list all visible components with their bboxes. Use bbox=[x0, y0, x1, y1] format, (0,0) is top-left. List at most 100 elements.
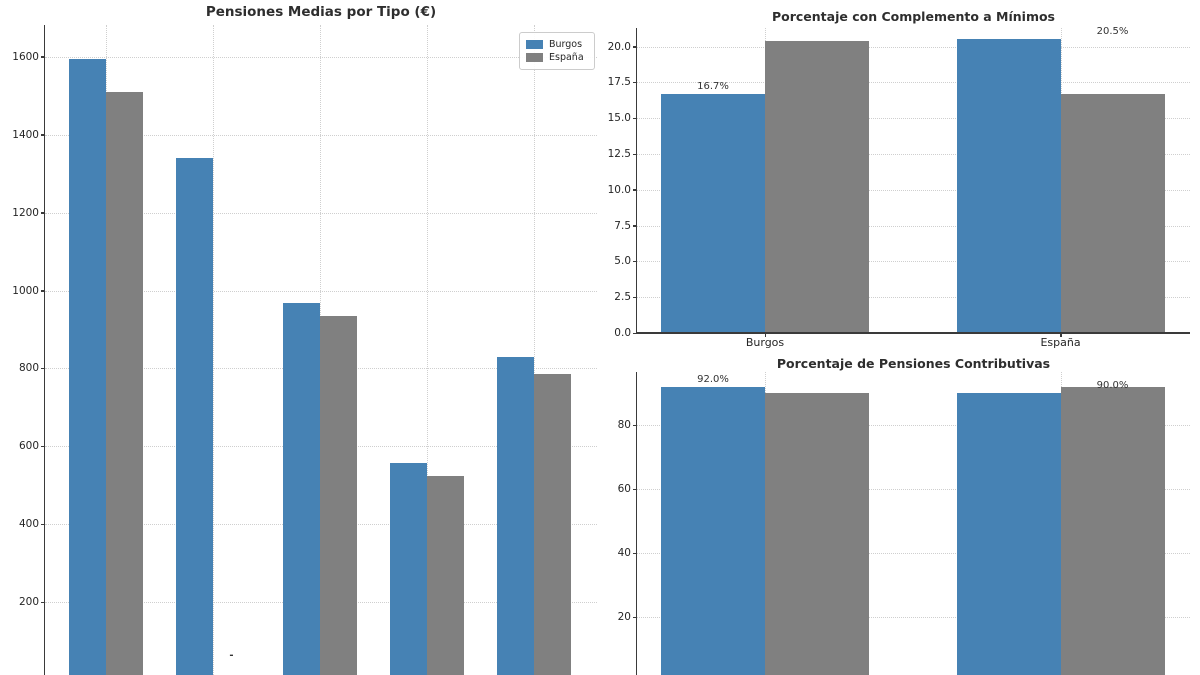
bar-burgos-2 bbox=[283, 303, 320, 675]
bar-españa-1 bbox=[1060, 93, 1165, 333]
y-tick-label: 20.0 bbox=[607, 40, 631, 53]
y-tick-mark bbox=[633, 260, 637, 263]
y-tick-label: 2.5 bbox=[614, 291, 631, 304]
gridline-horizontal bbox=[637, 154, 1190, 155]
bar-burgos-4 bbox=[497, 356, 534, 675]
bar-españa-2 bbox=[320, 315, 357, 675]
y-tick-mark bbox=[41, 290, 45, 292]
bar-españa-4 bbox=[534, 374, 571, 675]
legend-label-espana: España bbox=[549, 51, 584, 63]
bar-burgos-1 bbox=[956, 393, 1061, 675]
gridline-horizontal bbox=[637, 425, 1190, 427]
gridline-horizontal bbox=[637, 617, 1190, 619]
x-tick-label: España bbox=[1040, 336, 1081, 349]
y-tick-mark bbox=[633, 616, 637, 619]
gridline-horizontal bbox=[637, 553, 1190, 555]
y-tick-label: 1200 bbox=[12, 206, 39, 219]
bar-españa-3 bbox=[427, 475, 464, 675]
gridline-horizontal bbox=[637, 46, 1190, 48]
x-tick-mark bbox=[1060, 333, 1062, 337]
gridline-horizontal bbox=[45, 56, 597, 58]
chart-title-complemento-minimos: Porcentaje con Complemento a Mínimos bbox=[771, 9, 1056, 24]
y-tick-mark bbox=[633, 424, 637, 427]
y-tick-mark bbox=[41, 367, 45, 370]
y-tick-label: 10.0 bbox=[607, 183, 631, 196]
bar-burgos-1 bbox=[176, 158, 213, 675]
y-tick-label: 1000 bbox=[12, 284, 39, 297]
bar-españa-0 bbox=[765, 393, 869, 675]
legend-swatch-espana bbox=[526, 53, 543, 62]
y-tick-mark bbox=[633, 189, 637, 191]
legend-item-espana: España bbox=[526, 51, 588, 63]
gridline-horizontal bbox=[45, 290, 597, 292]
legend: Burgos España bbox=[519, 32, 595, 70]
x-axis-spine bbox=[635, 332, 1190, 334]
chart-title-pensiones-contributivas: Porcentaje de Pensiones Contributivas bbox=[776, 356, 1051, 371]
y-tick-mark bbox=[633, 552, 637, 555]
bar-españa-0 bbox=[765, 40, 869, 333]
gridline-horizontal bbox=[637, 189, 1190, 191]
y-tick-mark bbox=[41, 445, 45, 448]
bar-burgos-0 bbox=[661, 386, 765, 675]
y-tick-label: 5.0 bbox=[614, 255, 631, 268]
y-tick-mark bbox=[633, 296, 637, 299]
chart-title-pensiones-medias: Pensiones Medias por Tipo (€) bbox=[205, 4, 437, 20]
bar-españa-0 bbox=[106, 91, 143, 675]
x-tick-mark bbox=[764, 333, 766, 337]
bar-value-label: 92.0% bbox=[697, 373, 729, 385]
y-tick-mark bbox=[633, 332, 637, 334]
y-tick-mark bbox=[633, 153, 637, 155]
bar-burgos-1 bbox=[956, 39, 1061, 333]
gridline-vertical bbox=[534, 25, 535, 675]
legend-swatch-burgos bbox=[526, 40, 543, 49]
y-tick-label: 800 bbox=[18, 362, 39, 375]
bar-value-label: 16.7% bbox=[697, 80, 729, 92]
y-tick-mark bbox=[633, 488, 637, 491]
gridline-horizontal bbox=[637, 118, 1190, 120]
bar-burgos-3 bbox=[390, 462, 427, 675]
y-tick-mark bbox=[41, 601, 45, 604]
bar-burgos-0 bbox=[661, 93, 765, 333]
y-tick-label: 80 bbox=[617, 419, 631, 432]
y-axis-spine bbox=[43, 25, 45, 675]
legend-label-burgos: Burgos bbox=[549, 38, 583, 50]
y-tick-mark bbox=[633, 81, 637, 84]
y-tick-label: 20 bbox=[617, 611, 631, 624]
y-tick-label: 60 bbox=[617, 483, 631, 496]
y-axis-spine bbox=[635, 28, 637, 333]
gridline-horizontal bbox=[45, 212, 597, 214]
y-tick-mark bbox=[633, 46, 637, 48]
y-tick-label: 17.5 bbox=[607, 76, 631, 89]
bar-burgos-0 bbox=[69, 58, 106, 675]
y-tick-label: 400 bbox=[18, 518, 39, 531]
gridline-vertical bbox=[213, 25, 214, 675]
y-tick-mark bbox=[41, 523, 45, 526]
bar-españa-1 bbox=[1060, 386, 1165, 675]
gridline-horizontal bbox=[637, 82, 1190, 84]
y-axis-spine bbox=[635, 372, 637, 675]
y-tick-label: 15.0 bbox=[607, 112, 631, 125]
y-tick-label: 1400 bbox=[12, 128, 39, 141]
y-tick-label: 40 bbox=[617, 547, 631, 560]
gridline-horizontal bbox=[637, 261, 1190, 263]
legend-item-burgos: Burgos bbox=[526, 38, 588, 50]
x-tick-label: Burgos bbox=[745, 336, 785, 349]
gridline-horizontal bbox=[45, 134, 597, 136]
y-tick-label: 0.0 bbox=[614, 327, 631, 339]
gridline-horizontal bbox=[637, 225, 1190, 227]
y-tick-label: 200 bbox=[18, 596, 39, 609]
bar-value-label: 20.5% bbox=[1096, 26, 1129, 38]
gridline-horizontal bbox=[637, 297, 1190, 299]
y-tick-label: 12.5 bbox=[607, 148, 631, 160]
gridline-horizontal bbox=[637, 489, 1190, 491]
y-tick-mark bbox=[41, 134, 45, 136]
y-tick-mark bbox=[41, 56, 45, 58]
bar-value-label: - bbox=[229, 649, 234, 661]
y-tick-label: 7.5 bbox=[614, 219, 631, 232]
y-tick-mark bbox=[41, 212, 45, 214]
bar-value-label: 90.0% bbox=[1096, 380, 1129, 392]
y-tick-label: 600 bbox=[18, 440, 39, 453]
